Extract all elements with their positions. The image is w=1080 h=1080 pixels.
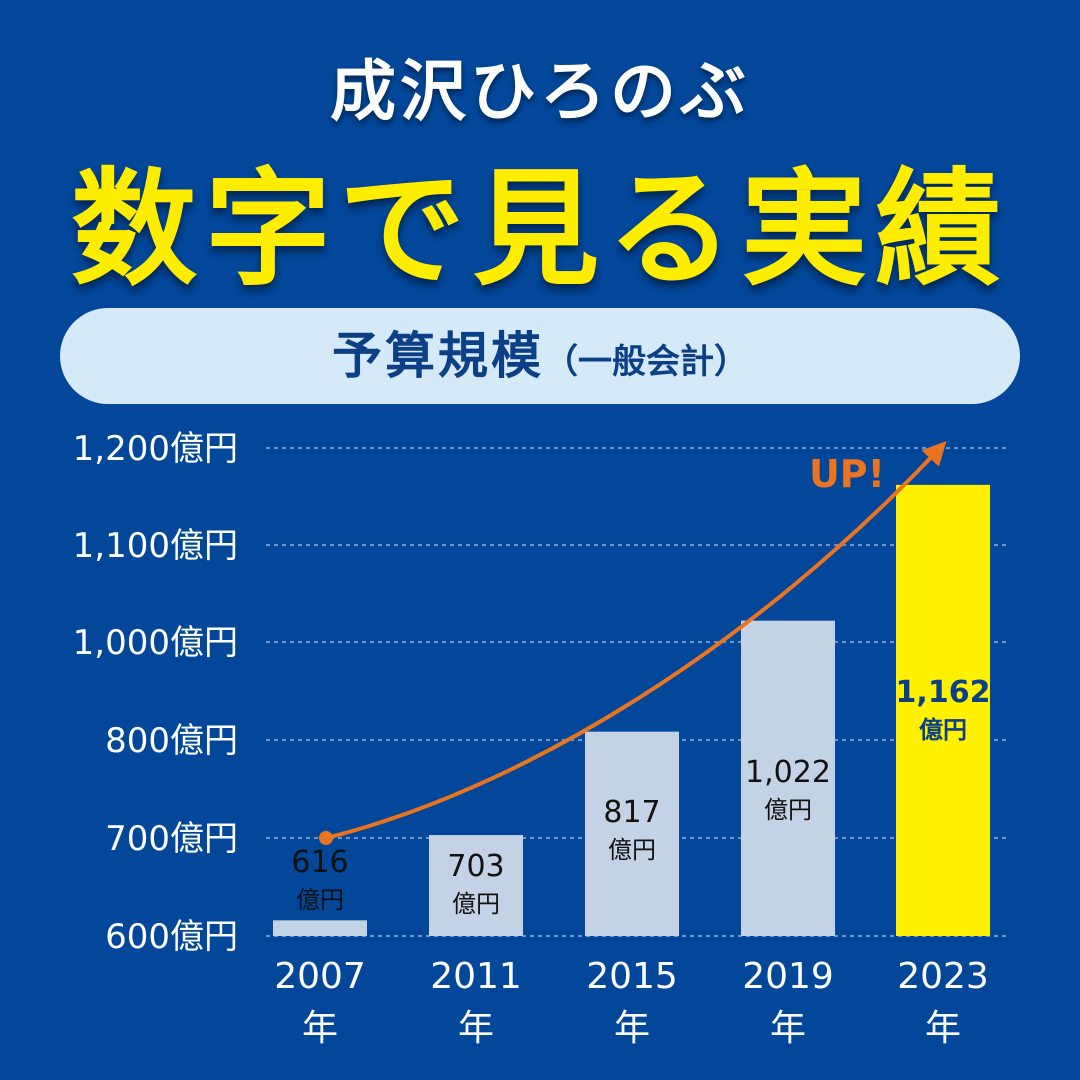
data-label-unit: 億円 <box>764 796 812 824</box>
chart-title-note: （一般会計） <box>544 342 748 382</box>
bar-2023 <box>896 484 990 936</box>
data-label: 817 <box>603 795 660 830</box>
data-label: 703 <box>447 849 504 884</box>
growth-arrow <box>325 441 947 840</box>
x-tick-unit: 年 <box>458 1008 494 1049</box>
data-label-unit: 億円 <box>296 886 344 914</box>
x-tick-label: 2019 <box>742 956 834 997</box>
y-tick-label: 700億円 <box>105 819 238 859</box>
chart-title: 予算規模 <box>332 327 544 385</box>
growth-arrow-start-dot <box>319 831 333 845</box>
x-tick-label: 2011 <box>430 956 522 997</box>
data-label-unit: 億円 <box>919 716 967 744</box>
chart-title-pill: 予算規模（一般会計） <box>60 308 1020 404</box>
data-label: 1,162 <box>896 675 991 710</box>
x-tick-label: 2007 <box>274 956 366 997</box>
x-tick-unit: 年 <box>925 1008 961 1049</box>
x-tick-unit: 年 <box>302 1008 338 1049</box>
speaker-name: 成沢ひろのぶ <box>330 53 750 130</box>
x-tick-label: 2023 <box>897 956 989 997</box>
x-tick-unit: 年 <box>770 1008 806 1049</box>
data-label-unit: 億円 <box>452 890 500 918</box>
bar-2019 <box>741 620 835 936</box>
up-annotation: UP! <box>809 452 885 496</box>
bar-2011 <box>429 835 523 936</box>
data-label: 616 <box>291 845 348 880</box>
y-tick-label: 1,100億円 <box>73 526 238 566</box>
x-tick-label: 2015 <box>586 956 678 997</box>
y-tick-label: 800億円 <box>105 721 238 761</box>
bar-2007 <box>273 920 367 936</box>
x-tick-unit: 年 <box>614 1008 650 1049</box>
bar-2015 <box>585 731 679 936</box>
data-label-unit: 億円 <box>608 836 656 864</box>
data-label: 1,022 <box>745 755 831 790</box>
headline: 数字で見る実績 <box>71 156 1009 303</box>
y-tick-label: 1,200億円 <box>73 429 238 469</box>
y-tick-label: 600億円 <box>105 917 238 957</box>
y-tick-label: 1,000億円 <box>73 623 238 663</box>
